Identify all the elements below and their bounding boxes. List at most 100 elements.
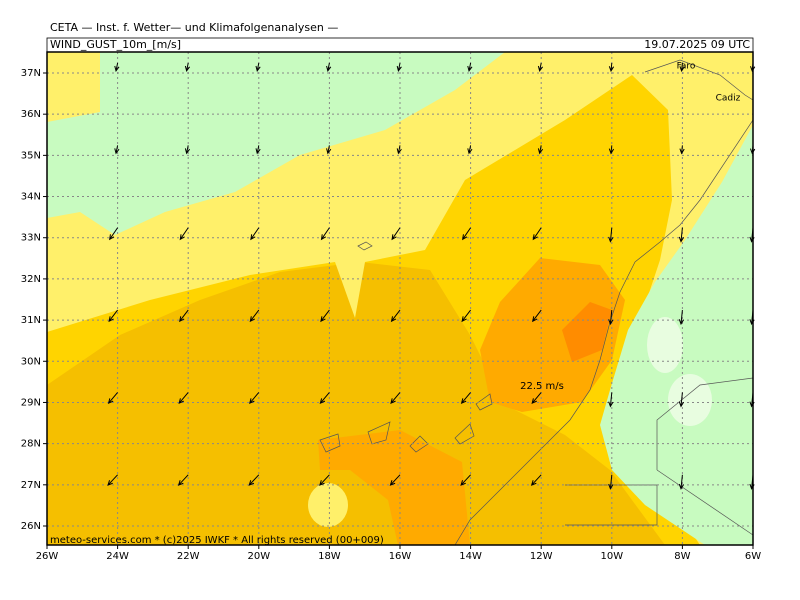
place-label: Cadiz: [716, 94, 741, 104]
wind-arrow: [678, 474, 685, 490]
wind-arrow: [250, 227, 260, 241]
island: [475, 393, 493, 411]
header-valid-time: 19.07.2025 09 UTC: [644, 38, 750, 51]
wind-arrow: [319, 392, 330, 405]
lon-label: 12W: [530, 551, 553, 562]
wind-arrow: [608, 474, 614, 490]
lon-label: 18W: [318, 551, 341, 562]
wind-arrow: [537, 62, 544, 72]
wind-arrow: [467, 62, 473, 72]
wind-arrow: [179, 309, 189, 323]
lat-label: 35N: [21, 150, 41, 161]
wind-arrow: [255, 145, 261, 155]
field-green-north: [47, 52, 505, 235]
lat-label: 31N: [21, 315, 41, 326]
wind-arrow: [249, 309, 260, 323]
wind-arrow: [177, 474, 189, 486]
wind-arrow: [390, 309, 401, 323]
wind-arrow: [255, 62, 261, 72]
wind-arrow: [608, 392, 614, 408]
wind-arrow: [532, 309, 542, 323]
wind-arrow: [460, 392, 471, 405]
wind-arrow: [178, 392, 189, 405]
lat-label: 26N: [21, 521, 41, 532]
wind-arrow: [679, 62, 685, 73]
wind-arrow: [184, 145, 191, 155]
wind-arrow: [396, 145, 402, 155]
wind-arrow: [109, 227, 119, 241]
field-orange-canaries: [318, 430, 470, 545]
wind-arrow: [390, 392, 401, 405]
lat-label: 36N: [21, 109, 41, 120]
wind-arrow: [608, 227, 614, 243]
island: [367, 421, 391, 445]
lat-label: 37N: [21, 68, 41, 79]
wind-arrow: [532, 227, 542, 241]
wind-arrow: [391, 227, 401, 241]
wind-arrow: [461, 309, 471, 323]
island: [454, 423, 475, 445]
wind-arrow: [326, 62, 332, 72]
lon-label: 6W: [745, 551, 761, 562]
lon-label: 16W: [389, 551, 412, 562]
field-orange: [480, 258, 625, 412]
wind-arrow: [248, 474, 260, 486]
header-parameter: WIND_GUST_10m_[m/s]: [50, 38, 181, 51]
lat-label: 28N: [21, 439, 41, 450]
border: [656, 469, 753, 536]
wind-arrow: [608, 310, 614, 326]
wind-arrow: [389, 474, 401, 486]
wind-arrow: [608, 145, 615, 155]
wind-arrow: [107, 474, 118, 486]
lat-label: 32N: [21, 274, 41, 285]
lon-label: 20W: [247, 551, 270, 562]
coastline-iberia: [644, 59, 753, 101]
wind-arrow: [537, 145, 544, 155]
wind-arrows: [107, 62, 756, 490]
lat-label: 30N: [21, 356, 41, 367]
wind-arrow: [326, 145, 332, 155]
wind-arrow: [531, 392, 542, 405]
wind-arrow: [249, 392, 260, 405]
header-institute: CETA — Inst. f. Wetter— und Klimafolgena…: [50, 21, 338, 34]
field-pale-green: [668, 374, 712, 426]
wind-arrow: [107, 392, 118, 405]
lon-label: 24W: [106, 551, 129, 562]
island: [319, 433, 341, 453]
lon-label: 26W: [36, 551, 59, 562]
field-pale-green: [647, 317, 683, 373]
wind-arrow: [679, 145, 685, 155]
wind-arrow: [530, 474, 542, 486]
lat-label: 34N: [21, 192, 41, 203]
wind-arrow: [320, 227, 330, 241]
wind-arrow: [114, 62, 120, 72]
max-annotation: 22.5 m/s: [520, 381, 564, 392]
wind-arrow: [319, 474, 330, 486]
wind-arrow: [608, 62, 615, 73]
lat-label: 27N: [21, 480, 41, 491]
wind-arrow: [179, 227, 189, 241]
wind-arrow: [184, 62, 191, 72]
coastline-africa: [454, 119, 753, 545]
wind-arrow: [320, 309, 330, 323]
lon-label: 8W: [674, 551, 690, 562]
wind-arrow: [462, 227, 472, 241]
place-label: Faro: [677, 62, 696, 72]
lat-label: 29N: [21, 397, 41, 408]
wind-arrow: [108, 309, 118, 323]
wind-arrow: [396, 62, 402, 72]
wind-arrow: [678, 392, 685, 408]
wind-arrow: [678, 227, 685, 243]
wind-arrow: [467, 145, 473, 155]
field-light-yellow-blob: [308, 483, 348, 527]
footer-copyright: meteo-services.com * (c)2025 IWKF * All …: [50, 535, 384, 546]
lon-label: 10W: [600, 551, 623, 562]
field-dark-orange: [562, 302, 612, 362]
lat-label: 33N: [21, 233, 41, 244]
lon-label: 14W: [459, 551, 482, 562]
wind-arrow: [114, 145, 120, 155]
lon-label: 22W: [177, 551, 200, 562]
wind-arrow: [460, 474, 471, 486]
island: [357, 241, 373, 251]
